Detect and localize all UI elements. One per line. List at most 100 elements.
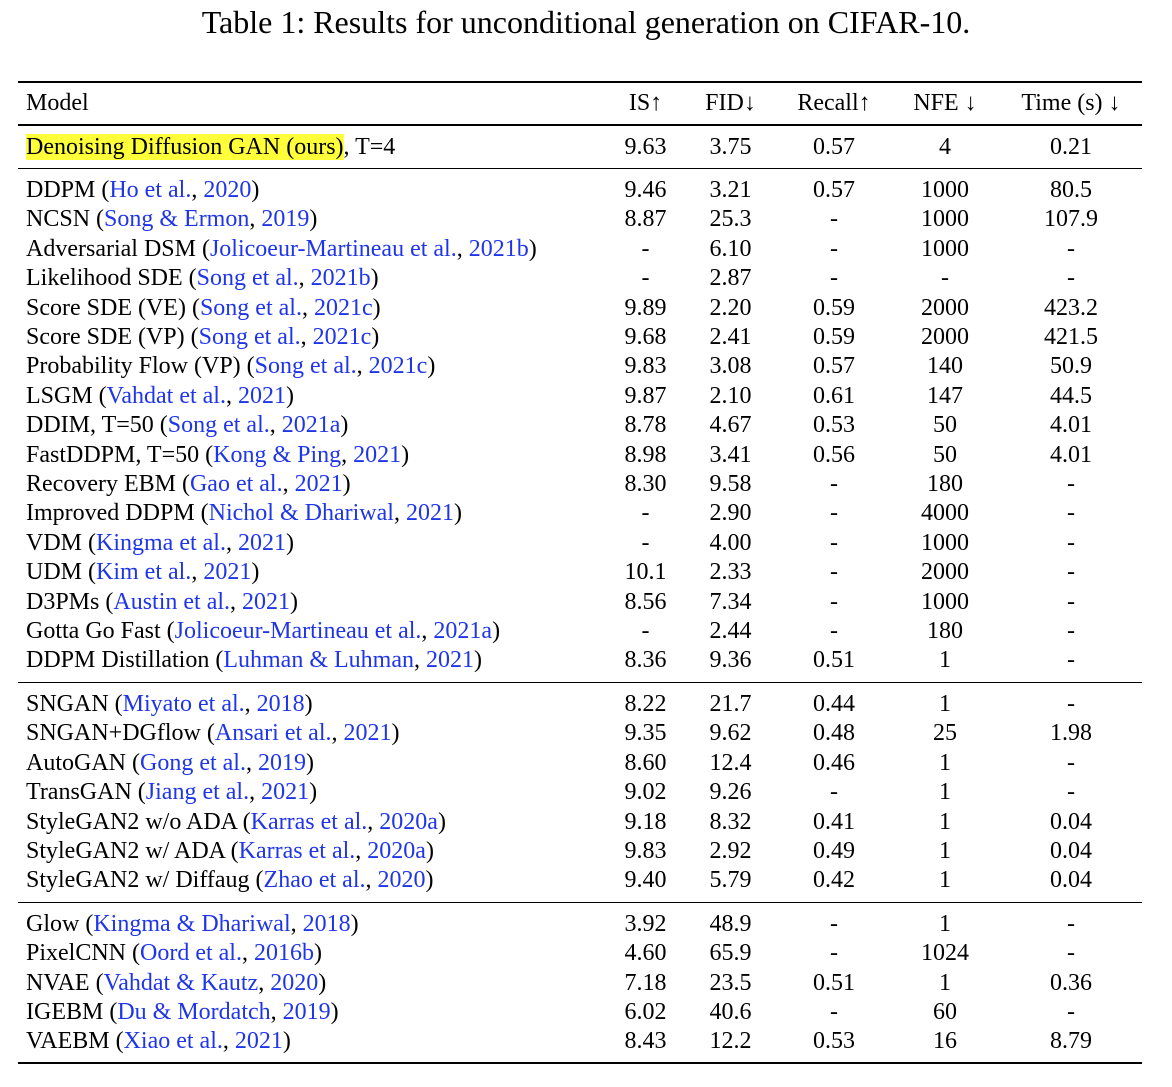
citation-link[interactable]: 2020a [367,837,426,864]
citation-link[interactable]: Kim et al. [96,559,192,586]
value-cell: 8.87 [624,206,667,233]
header-cell: FID↓ [705,90,756,116]
value-cell: 0.61 [813,382,855,409]
citation-link[interactable]: Austin et al. [113,588,231,615]
citation-link[interactable]: Ansari et al. [214,720,332,747]
citation-link[interactable]: 2021c [368,353,428,380]
citation-link[interactable]: Gong et al. [140,749,246,776]
citation-link[interactable]: Kingma et al. [96,529,226,556]
citation-link[interactable]: 2019 [282,999,331,1025]
value-cell: 9.63 [624,133,667,160]
citation-link[interactable]: Jiang et al. [145,779,250,806]
model-text: , [269,412,282,439]
citation-link[interactable]: Du & Mordatch [117,999,271,1025]
value-cell: - [1067,235,1075,262]
citation-link[interactable]: Vahdat et al. [106,382,226,409]
citation-link[interactable]: 2021 [261,779,310,806]
citation-link[interactable]: 2021 [294,471,343,497]
citation-link[interactable]: Song et al. [254,353,357,380]
value-cell: 9.87 [624,382,667,409]
value-cell: - [830,779,838,806]
citation-link[interactable]: 2020 [203,177,252,203]
citation-link[interactable]: Nichol & Dhariwal [208,500,394,527]
citation-link[interactable]: Song et al. [167,412,270,439]
citation-link[interactable]: 2021b [310,265,371,292]
value-cell: 16 [933,1028,957,1055]
model-text: , [356,353,369,380]
citation-link[interactable]: Gao et al. [189,471,283,497]
value-cell: 0.46 [813,749,855,776]
citation-link[interactable]: 2020a [379,808,438,835]
citation-link[interactable]: Oord et al. [140,940,242,967]
citation-link[interactable]: Xiao et al. [123,1028,223,1055]
model-text: ) [425,837,434,864]
value-cell: 9.68 [624,324,667,350]
value-cell: 4 [939,133,951,160]
citation-link[interactable]: 2021c [313,294,373,321]
citation-link[interactable]: Zhao et al. [263,867,366,894]
citation-link[interactable]: Luhman & Luhman [223,647,414,674]
model-text: , [270,999,283,1025]
value-cell: 0.59 [813,324,855,350]
citation-link[interactable]: 2021a [281,412,341,439]
model-text: Probability Flow (VP) ( [26,353,255,380]
value-cell: 2000 [921,559,969,586]
value-cell: 0.53 [813,412,855,439]
citation-link[interactable]: Jolicoeur-Martineau et al. [209,235,457,262]
model-text: ) [304,690,313,717]
value-cell: - [1067,749,1075,776]
citation-link[interactable]: 2021 [343,720,392,747]
citation-link[interactable]: 2021c [312,324,372,350]
citation-link[interactable]: Karras et al. [250,808,368,835]
value-cell: 44.5 [1050,382,1092,409]
citation-link[interactable]: 2021 [234,1028,283,1055]
model-text: ) [330,999,339,1025]
value-cell: - [830,206,838,233]
citation-link[interactable]: 2021 [353,441,402,468]
citation-link[interactable]: 2019 [261,206,310,233]
model-text: ) [342,471,351,497]
citation-link[interactable]: Miyato et al. [122,690,245,717]
model-text: ) [401,441,410,468]
value-cell: 4.01 [1050,412,1092,439]
citation-link[interactable]: Song & Ermon [104,206,250,233]
citation-link[interactable]: 2021 [237,529,286,556]
value-cell: 9.58 [709,471,752,497]
model-cell: Gotta Go Fast (Jolicoeur-Martineau et al… [26,617,500,645]
citation-link[interactable]: 2018 [256,690,305,717]
value-cell: 50.9 [1050,353,1092,380]
value-cell: 4.01 [1050,441,1092,468]
model-text: , [413,647,426,674]
citation-link[interactable]: 2021 [242,588,291,615]
value-cell: 3.08 [709,353,752,380]
citation-link[interactable]: Song et al. [196,265,299,292]
value-cell: - [830,588,838,615]
citation-link[interactable]: 2021 [405,500,454,527]
value-cell: 25 [933,720,957,747]
citation-link[interactable]: 2021b [468,235,529,262]
citation-link[interactable]: 2020 [270,969,319,996]
citation-link[interactable]: 2021a [433,618,493,644]
citation-link[interactable]: Kong & Ping [213,441,342,468]
model-text: ) [251,177,260,203]
citation-link[interactable]: 2021 [425,647,474,674]
citation-link[interactable]: 2016b [253,940,314,967]
citation-link[interactable]: 2018 [302,910,351,937]
model-text: ) [425,867,434,894]
citation-link[interactable]: 2020 [377,867,426,894]
citation-link[interactable]: Jolicoeur-Martineau et al. [174,618,422,644]
citation-link[interactable]: Ho et al. [109,177,192,203]
citation-link[interactable]: 2021 [203,559,252,586]
model-text: , [355,837,368,864]
citation-link[interactable]: Kingma & Dhariwal [93,910,291,937]
model-text: StyleGAN2 w/o ADA ( [26,808,251,835]
citation-link[interactable]: Song et al. [198,324,301,350]
citation-link[interactable]: Karras et al. [238,837,356,864]
value-cell: - [830,500,838,527]
citation-link[interactable]: Song et al. [199,294,302,321]
citation-link[interactable]: 2019 [257,749,306,776]
model-cell: Score SDE (VE) (Song et al., 2021c) [26,294,381,322]
citation-link[interactable]: Vahdat & Kautz [103,969,259,996]
model-text: DDPM ( [26,177,110,203]
citation-link[interactable]: 2021 [237,382,286,409]
